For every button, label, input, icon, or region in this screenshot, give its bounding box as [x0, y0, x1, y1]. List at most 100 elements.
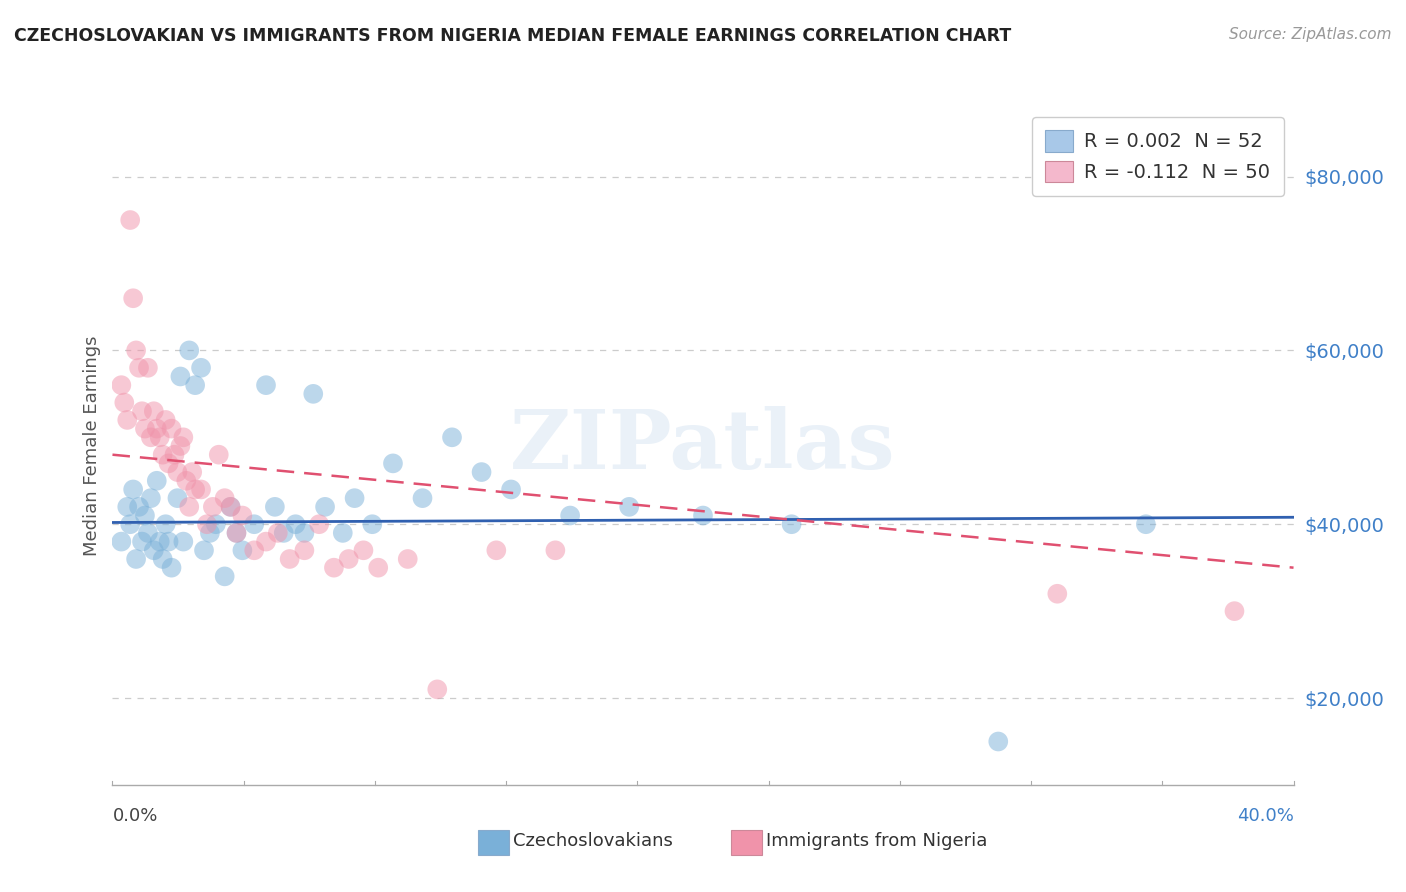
Point [172, 534, 194, 549]
Point [134, 508, 156, 523]
Point [117, 413, 138, 427]
Point [157, 456, 180, 470]
Point [337, 552, 360, 566]
Point [987, 734, 1010, 748]
Point [149, 534, 172, 549]
Point [172, 430, 194, 444]
Point [692, 508, 714, 523]
Point [243, 543, 266, 558]
Point [117, 500, 138, 514]
Point [441, 430, 464, 444]
Point [278, 552, 301, 566]
Point [198, 525, 221, 540]
Point [181, 465, 204, 479]
Point [201, 500, 224, 514]
Point [302, 387, 325, 401]
Point [142, 543, 165, 558]
Point [122, 483, 145, 497]
Point [284, 517, 307, 532]
Point [169, 369, 191, 384]
Point [110, 378, 132, 392]
Point [243, 517, 266, 532]
Point [131, 534, 153, 549]
Point [411, 491, 433, 505]
Point [169, 439, 191, 453]
Point [112, 395, 135, 409]
Point [219, 500, 242, 514]
Text: 0.0%: 0.0% [112, 807, 157, 825]
Point [208, 448, 231, 462]
Point [323, 560, 346, 574]
Text: Source: ZipAtlas.com: Source: ZipAtlas.com [1229, 27, 1392, 42]
Point [157, 534, 180, 549]
Point [120, 213, 142, 227]
Point [314, 500, 336, 514]
Point [131, 404, 153, 418]
Point [273, 525, 295, 540]
Point [139, 491, 162, 505]
Point [128, 360, 150, 375]
Point [501, 483, 523, 497]
Point [292, 525, 315, 540]
Point [149, 430, 172, 444]
Point [1223, 604, 1246, 618]
Point [179, 500, 201, 514]
Point [544, 543, 567, 558]
Y-axis label: Median Female Earnings: Median Female Earnings [83, 335, 101, 557]
Point [110, 534, 132, 549]
Point [146, 474, 169, 488]
Point [122, 291, 145, 305]
Point [152, 552, 174, 566]
Point [396, 552, 419, 566]
Text: Czechoslovakians: Czechoslovakians [513, 832, 673, 850]
Point [292, 543, 315, 558]
Point [225, 525, 247, 540]
Point [205, 517, 228, 532]
Point [166, 491, 188, 505]
Point [254, 534, 277, 549]
Point [125, 552, 148, 566]
Point [426, 682, 449, 697]
Point [231, 543, 253, 558]
Point [193, 543, 215, 558]
Text: Immigrants from Nigeria: Immigrants from Nigeria [766, 832, 987, 850]
Point [1135, 517, 1157, 532]
Point [264, 500, 287, 514]
Point [267, 525, 290, 540]
Point [166, 465, 188, 479]
Point [485, 543, 508, 558]
Point [155, 413, 177, 427]
Point [332, 525, 354, 540]
Point [139, 430, 162, 444]
Point [160, 422, 183, 436]
Point [308, 517, 330, 532]
Legend: R = 0.002  N = 52, R = -0.112  N = 50: R = 0.002 N = 52, R = -0.112 N = 50 [1032, 117, 1284, 196]
Point [367, 560, 389, 574]
Point [174, 474, 197, 488]
Point [352, 543, 374, 558]
Point [225, 525, 247, 540]
Point [254, 378, 277, 392]
Point [136, 525, 159, 540]
Point [146, 422, 169, 436]
Point [219, 500, 242, 514]
Point [134, 422, 156, 436]
Point [125, 343, 148, 358]
Point [184, 483, 207, 497]
Point [160, 560, 183, 574]
Point [558, 508, 582, 523]
Point [190, 483, 212, 497]
Text: ZIPatlas: ZIPatlas [510, 406, 896, 486]
Point [128, 500, 150, 514]
Text: CZECHOSLOVAKIAN VS IMMIGRANTS FROM NIGERIA MEDIAN FEMALE EARNINGS CORRELATION CH: CZECHOSLOVAKIAN VS IMMIGRANTS FROM NIGER… [14, 27, 1011, 45]
Point [343, 491, 366, 505]
Point [163, 448, 186, 462]
Point [152, 448, 174, 462]
Text: 40.0%: 40.0% [1237, 807, 1294, 825]
Point [214, 491, 236, 505]
Point [780, 517, 803, 532]
Point [619, 500, 641, 514]
Point [179, 343, 201, 358]
Point [120, 517, 142, 532]
Point [231, 508, 253, 523]
